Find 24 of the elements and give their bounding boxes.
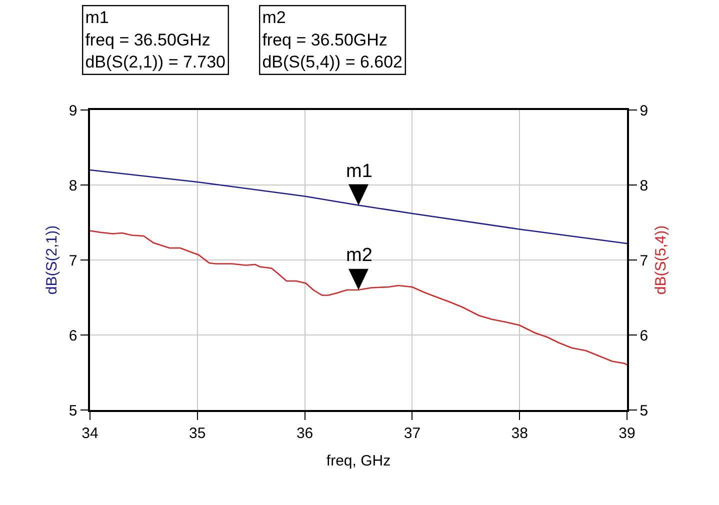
y2-tick-label: 7 — [640, 252, 648, 270]
y-tick-label: 9 — [68, 102, 78, 120]
annotation: m2 — [346, 245, 372, 266]
x-tick-label: 38 — [511, 424, 528, 442]
text: m1 freq = 36.50GHz dB(S(2,1)) = 7.730 — [85, 8, 226, 72]
y-tick-label: 8 — [68, 177, 78, 194]
x-tick-label: 36 — [296, 424, 314, 442]
y2-tick-label: 6 — [640, 327, 648, 344]
y2-tick-label: 9 — [640, 102, 648, 120]
y2-tick-label: 5 — [640, 402, 648, 420]
x-tick-label: 39 — [618, 424, 636, 442]
annotation: m1 — [346, 161, 372, 182]
y-tick-label: 7 — [68, 252, 78, 270]
y2-axis-title: dB(S(5,4)) — [652, 225, 670, 295]
x-tick-label: 34 — [82, 424, 98, 442]
line-series — [90, 230, 627, 366]
x-tick-label: 35 — [189, 424, 206, 442]
y-tick-label: 6 — [68, 327, 78, 344]
y2-tick-label: 8 — [640, 177, 648, 194]
y-axis-title: dB(S(2,1)) — [44, 225, 61, 295]
x-axis-title: freq, GHz — [326, 452, 391, 470]
x-tick-label: 37 — [404, 424, 421, 442]
y-tick-label: 5 — [68, 402, 78, 420]
text: m2 freq = 36.50GHz dB(S(5,4)) = 6.602 — [262, 8, 403, 72]
